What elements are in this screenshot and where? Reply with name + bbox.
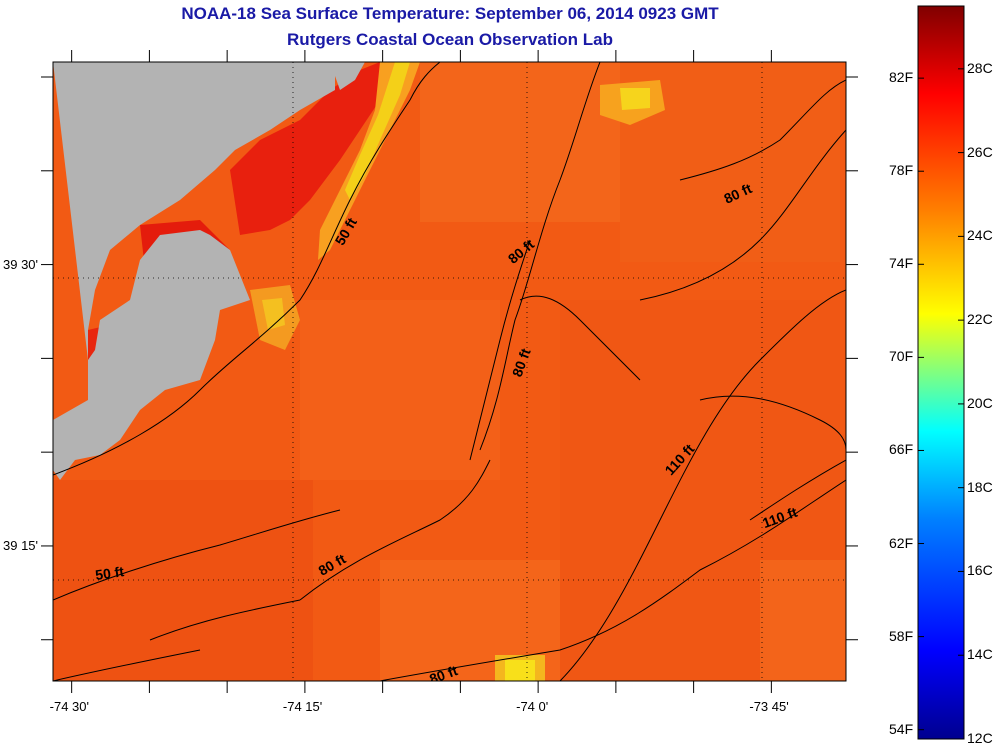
colorbar-fahrenheit-label: 58F	[889, 627, 914, 644]
temperature-patches	[53, 62, 846, 681]
y-tick-label: 39 15'	[3, 537, 39, 553]
contour-label-50ft-south: 50 ft	[94, 563, 125, 583]
map-subtitle: Rutgers Coastal Ocean Observation Lab	[287, 30, 613, 49]
colorbar-celsius-label: 18C	[967, 478, 993, 495]
x-tick-label: -74 15'	[282, 699, 323, 714]
x-tick-label: -73 45'	[749, 699, 789, 714]
plot-area: 50 ft 50 ft 80 ft 80 ft 80 ft 80 ft 80 f…	[53, 62, 846, 681]
colorbar-celsius-label: 28C	[967, 59, 993, 76]
colorbar-celsius-label: 24C	[967, 227, 993, 244]
plot-frame	[52, 61, 847, 682]
colorbar-celsius-label: 26C	[967, 143, 993, 160]
land-island	[330, 62, 365, 90]
cool-nearshore-band	[250, 62, 665, 681]
colorbar-fahrenheit-label: 74F	[889, 255, 914, 272]
colorbar-celsius-label: 22C	[967, 311, 993, 328]
colorbar-ticks	[918, 68, 964, 740]
colorbar-fahrenheit-label: 62F	[889, 534, 914, 551]
colorbar-fahrenheit-label: 54F	[889, 720, 914, 737]
bathymetry-contours	[53, 62, 846, 681]
axis-ticks	[41, 50, 858, 693]
colorbar-fahrenheit-label: 70F	[889, 348, 914, 365]
x-tick-label: -74 0'	[516, 699, 549, 714]
colorbar-fahrenheit-label: 66F	[889, 441, 914, 458]
colorbar-celsius-label: 14C	[967, 646, 993, 663]
colorbar-fahrenheit-label: 78F	[889, 162, 914, 179]
map-title: NOAA-18 Sea Surface Temperature: Septemb…	[181, 4, 719, 23]
land-mass	[53, 62, 335, 480]
graticule	[53, 62, 846, 681]
colorbar-fahrenheit-label: 82F	[889, 69, 914, 86]
colorbar-celsius-label: 20C	[967, 394, 993, 411]
x-tick-label: -74 30'	[49, 699, 89, 714]
colorbar-celsius-label: 12C	[967, 730, 993, 746]
colorbar	[917, 5, 965, 740]
y-tick-label: 39 30'	[3, 256, 39, 272]
colorbar-celsius-label: 16C	[967, 562, 993, 579]
